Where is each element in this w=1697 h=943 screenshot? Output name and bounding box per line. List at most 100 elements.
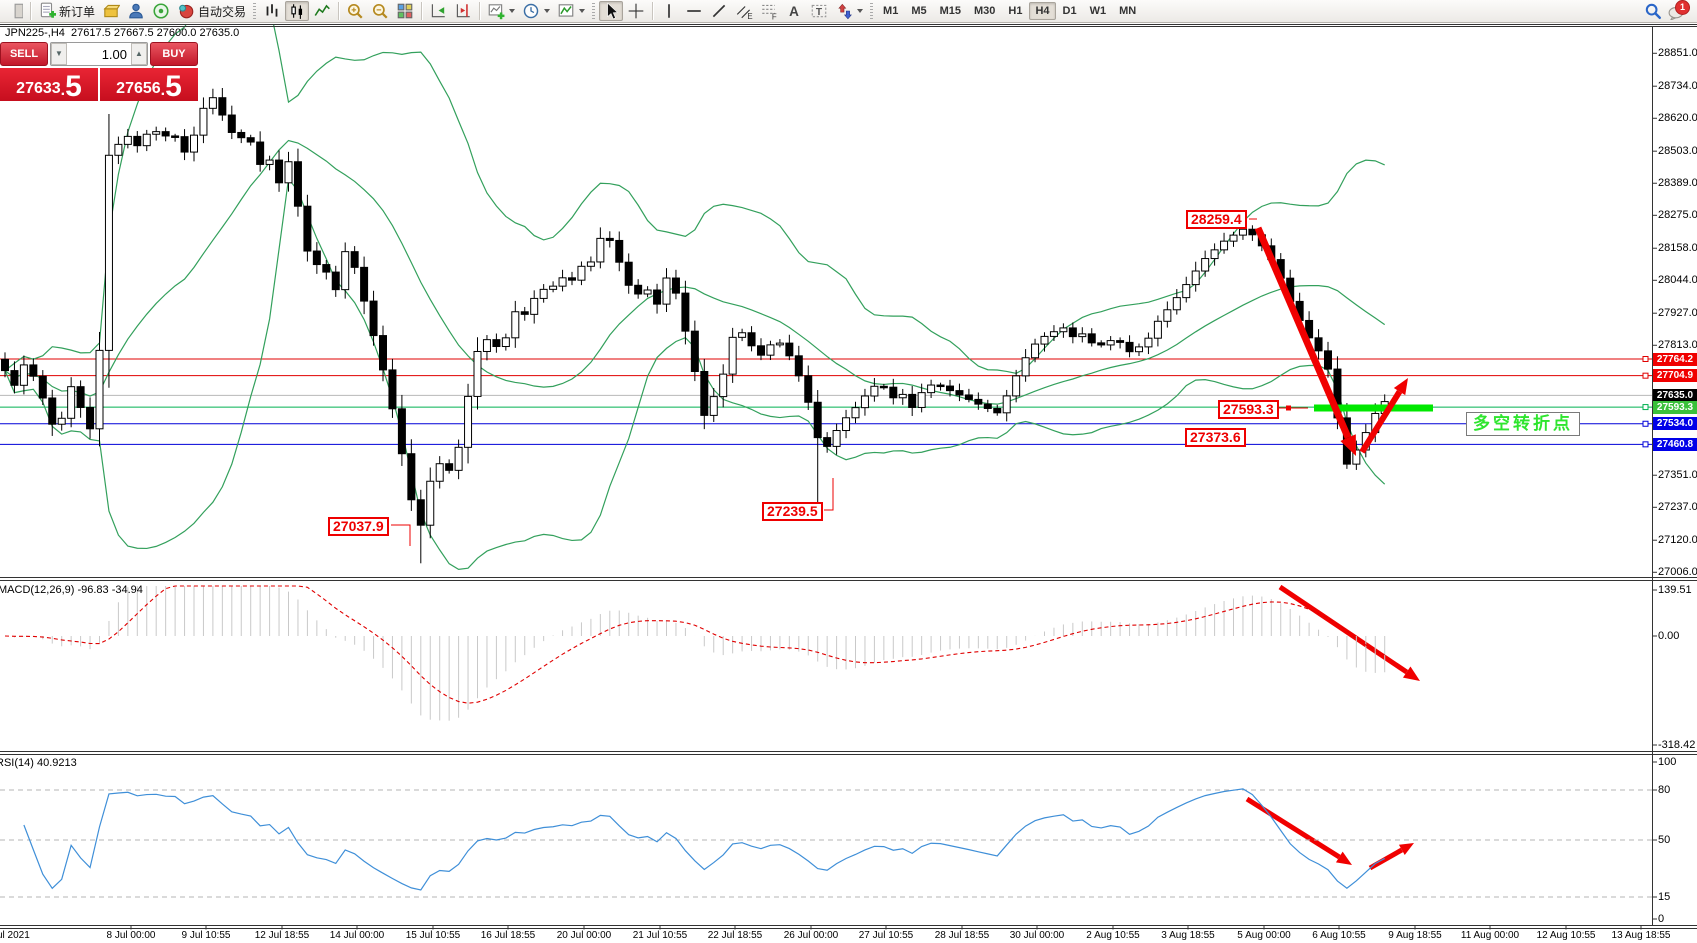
price-axis-label: 27351.0 (1658, 469, 1697, 482)
timeframe-h1[interactable]: H1 (1008, 5, 1023, 17)
buy-price-main: 27656 (116, 80, 161, 97)
text-label-button[interactable]: T (807, 1, 831, 21)
cursor-icon (607, 2, 618, 20)
chevron-down-icon (509, 9, 516, 13)
search-button[interactable] (1641, 1, 1665, 21)
timeframe-m30[interactable]: M30 (974, 5, 996, 17)
rsi-panel[interactable] (0, 788, 1652, 898)
navigator-button[interactable] (124, 1, 148, 21)
price-annotation[interactable]: 27593.3 (1218, 400, 1279, 419)
main-price-panel[interactable] (0, 0, 1652, 571)
equidistant-channel-button[interactable]: E (732, 1, 756, 21)
time-axis-label: 30 Jul 00:00 (1009, 930, 1065, 941)
zoom-in-button[interactable] (343, 1, 367, 21)
buy-price-big: 5 (165, 70, 182, 103)
price-tag: 27764.2 (1653, 352, 1697, 366)
candlestick-chart-icon (291, 4, 303, 19)
price-axis-label: 28275.0 (1658, 209, 1697, 222)
periods-button[interactable] (519, 1, 553, 21)
fibonacci-icon: F (762, 4, 777, 20)
toolbar-separator (338, 2, 340, 20)
fibonacci-button[interactable]: F (757, 1, 781, 21)
sell-price-panel[interactable]: 27633. 5 (0, 68, 98, 102)
timeframe-w1[interactable]: W1 (1089, 5, 1107, 17)
sell-button[interactable]: SELL (0, 42, 48, 66)
toolbar-separator (479, 2, 481, 20)
signals-button[interactable] (149, 1, 173, 21)
crosshair-button[interactable] (624, 1, 648, 21)
clock-icon (523, 3, 539, 19)
auto-trading-button[interactable]: 自动交易 (174, 1, 249, 21)
vertical-line-icon (668, 4, 670, 18)
price-annotation[interactable]: 27239.5 (762, 502, 823, 521)
price-annotation[interactable]: 27037.9 (328, 517, 389, 536)
toolbar-handle (592, 3, 596, 19)
timeframe-d1[interactable]: D1 (1062, 5, 1077, 17)
navigator-icon (129, 3, 143, 19)
bar-chart-button[interactable] (260, 1, 284, 21)
time-axis-label: 2 Aug 10:55 (1086, 930, 1140, 941)
volume-input[interactable] (67, 43, 131, 65)
tile-windows-button[interactable] (393, 1, 417, 21)
rsi-label: RSI(14) 40.9213 (0, 757, 77, 769)
notifications-button[interactable]: 1 (1665, 0, 1690, 21)
buy-price-panel[interactable]: 27656. 5 (100, 68, 198, 103)
chart-shift-button[interactable] (451, 1, 475, 21)
time-axis-label: 12 Jul 18:55 (254, 930, 310, 941)
timeframe-m5[interactable]: M5 (911, 5, 927, 17)
trendline-button[interactable] (707, 1, 731, 21)
timeframe-h4[interactable]: H4 (1029, 2, 1056, 20)
time-axis-label: 9 Jul 10:55 (181, 930, 231, 941)
cursor-button[interactable] (599, 1, 624, 21)
time-axis-label: 15 Jul 10:55 (405, 930, 461, 941)
line-chart-button[interactable] (310, 1, 334, 21)
buy-price-dot: . (160, 82, 166, 99)
horizontal-line-icon (687, 10, 701, 12)
note-label[interactable]: 多空转折点 (1466, 412, 1580, 436)
price-annotation[interactable]: 28259.4 (1186, 210, 1247, 229)
volume-decrease-button[interactable]: ▼ (51, 43, 67, 65)
auto-scroll-button[interactable] (426, 1, 450, 21)
one-click-trading-widget[interactable]: SELL ▼ ▲ BUY 27633.5 27656.5 (0, 42, 198, 103)
price-axis-label: 27120.0 (1658, 534, 1697, 547)
bar-chart-icon (266, 4, 278, 17)
timeframe-m1[interactable]: M1 (883, 5, 899, 17)
time-axis-label: 26 Jul 00:00 (783, 930, 839, 941)
candlestick-chart-button[interactable] (285, 1, 310, 21)
rsi-axis-label: 80 (1658, 784, 1671, 796)
sell-price-main: 27633 (16, 80, 61, 97)
horizontal-line-button[interactable] (682, 1, 706, 21)
chart-shift-icon (456, 4, 470, 18)
search-icon (1645, 3, 1661, 19)
indicators-button[interactable] (554, 1, 588, 21)
new-chart-icon (488, 4, 505, 20)
macd-panel[interactable] (4, 584, 1420, 721)
arrows-button[interactable] (832, 1, 866, 21)
svg-text:T: T (816, 7, 823, 18)
auto-trading-button-label: 自动交易 (198, 4, 247, 19)
market-watch-button[interactable] (99, 1, 123, 21)
buy-button[interactable]: BUY (150, 42, 198, 66)
text-button[interactable]: A (782, 1, 806, 21)
volume-increase-button[interactable]: ▲ (131, 43, 147, 65)
new-order-button[interactable]: 新订单 (35, 1, 98, 21)
zoom-out-button[interactable] (368, 1, 392, 21)
chart-ohlc-header: JPN225-,H4 27617.5 27667.5 27600.0 27635… (5, 27, 240, 39)
vertical-line-button[interactable] (657, 1, 681, 21)
chevron-down-icon (857, 9, 864, 13)
time-axis-label: 12 Aug 10:55 (1536, 930, 1596, 941)
macd-axis-label: 139.51 (1658, 584, 1692, 596)
price-axis-label: 28503.0 (1658, 145, 1697, 158)
price-annotation[interactable]: 27373.6 (1185, 428, 1246, 447)
signals-icon (153, 3, 169, 19)
timeframe-m15[interactable]: M15 (939, 5, 961, 17)
price-tag: 27704.9 (1653, 369, 1697, 383)
toolbar-separator (652, 2, 654, 20)
macd-axis-label: -318.42 (1658, 739, 1696, 751)
new-chart-button[interactable] (484, 1, 518, 21)
price-axis-label: 28851.0 (1658, 47, 1697, 60)
timeframe-mn[interactable]: MN (1119, 5, 1137, 17)
volume-stepper[interactable]: ▼ ▲ (50, 42, 148, 66)
